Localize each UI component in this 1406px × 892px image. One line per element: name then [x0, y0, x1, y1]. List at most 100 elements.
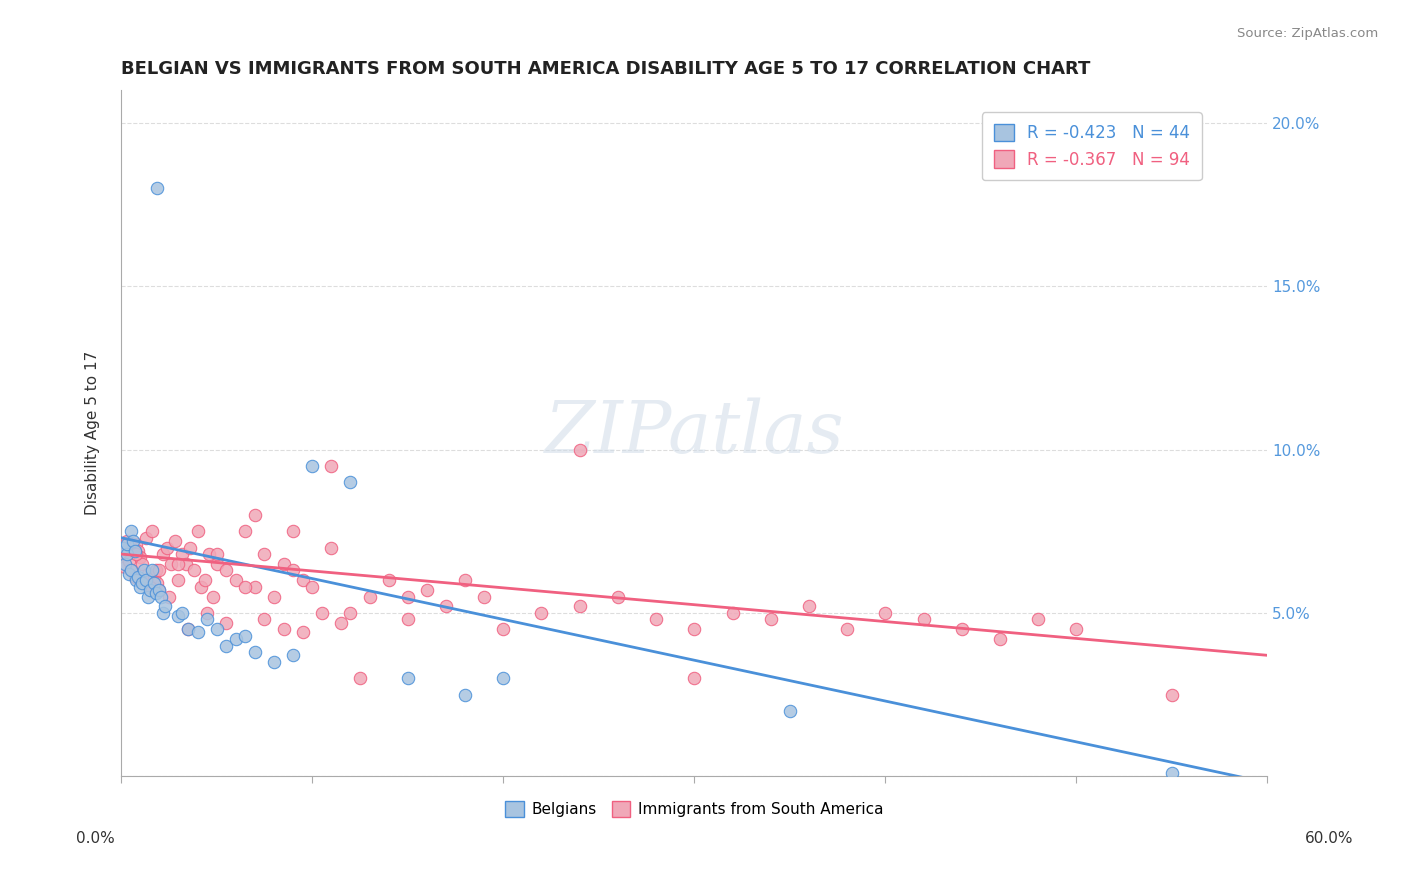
Point	[195, 612, 218, 626]
Point	[135, 531, 157, 545]
Point	[454, 688, 477, 702]
Point	[141, 524, 163, 539]
Point	[233, 580, 256, 594]
Point	[1161, 765, 1184, 780]
Point	[172, 547, 194, 561]
Point	[253, 612, 276, 626]
Point	[339, 475, 361, 490]
Point	[875, 606, 897, 620]
Point	[416, 582, 439, 597]
Point	[148, 582, 170, 597]
Point	[174, 557, 197, 571]
Point	[311, 606, 333, 620]
Point	[172, 606, 194, 620]
Y-axis label: Disability Age 5 to 17: Disability Age 5 to 17	[86, 351, 100, 516]
Point	[167, 573, 190, 587]
Point	[146, 181, 169, 195]
Point	[233, 629, 256, 643]
Point	[141, 563, 163, 577]
Point	[205, 622, 228, 636]
Point	[225, 573, 247, 587]
Point	[215, 639, 238, 653]
Point	[120, 563, 142, 577]
Point	[472, 590, 495, 604]
Point	[153, 599, 176, 614]
Point	[156, 541, 179, 555]
Point	[129, 550, 152, 565]
Point	[187, 524, 209, 539]
Point	[187, 625, 209, 640]
Text: 60.0%: 60.0%	[1305, 831, 1353, 846]
Point	[132, 573, 155, 587]
Point	[121, 541, 143, 555]
Point	[124, 543, 146, 558]
Point	[121, 534, 143, 549]
Point	[291, 573, 314, 587]
Point	[281, 563, 304, 577]
Point	[759, 612, 782, 626]
Point	[950, 622, 973, 636]
Point	[291, 625, 314, 640]
Point	[131, 576, 153, 591]
Point	[159, 557, 181, 571]
Point	[396, 590, 419, 604]
Point	[167, 609, 190, 624]
Point	[683, 671, 706, 685]
Point	[127, 543, 149, 558]
Point	[215, 615, 238, 630]
Point	[492, 622, 515, 636]
Point	[797, 599, 820, 614]
Point	[157, 590, 180, 604]
Point	[243, 645, 266, 659]
Point	[273, 557, 295, 571]
Point	[139, 580, 162, 594]
Point	[359, 590, 381, 604]
Point	[1026, 612, 1049, 626]
Point	[190, 580, 212, 594]
Point	[329, 615, 352, 630]
Point	[205, 557, 228, 571]
Point	[273, 622, 295, 636]
Point	[139, 582, 162, 597]
Point	[492, 671, 515, 685]
Point	[152, 606, 174, 620]
Point	[339, 606, 361, 620]
Text: ZIPatlas: ZIPatlas	[544, 398, 844, 468]
Point	[120, 563, 142, 577]
Point	[112, 541, 135, 555]
Point	[263, 590, 285, 604]
Point	[568, 442, 591, 457]
Text: 0.0%: 0.0%	[76, 831, 115, 846]
Point	[988, 632, 1011, 646]
Point	[912, 612, 935, 626]
Point	[321, 541, 343, 555]
Point	[129, 573, 152, 587]
Point	[125, 573, 148, 587]
Point	[115, 537, 138, 551]
Point	[281, 648, 304, 663]
Point	[115, 534, 138, 549]
Point	[124, 570, 146, 584]
Point	[396, 612, 419, 626]
Point	[201, 590, 224, 604]
Point	[205, 547, 228, 561]
Point	[434, 599, 457, 614]
Point	[1066, 622, 1088, 636]
Point	[125, 547, 148, 561]
Point	[112, 547, 135, 561]
Point	[148, 563, 170, 577]
Point	[115, 547, 138, 561]
Point	[136, 590, 159, 604]
Point	[177, 622, 200, 636]
Point	[114, 557, 136, 571]
Point	[837, 622, 859, 636]
Point	[779, 704, 801, 718]
Point	[606, 590, 628, 604]
Point	[183, 563, 205, 577]
Point	[125, 537, 148, 551]
Point	[683, 622, 706, 636]
Point	[145, 563, 167, 577]
Text: Source: ZipAtlas.com: Source: ZipAtlas.com	[1237, 27, 1378, 40]
Point	[377, 573, 399, 587]
Point	[243, 580, 266, 594]
